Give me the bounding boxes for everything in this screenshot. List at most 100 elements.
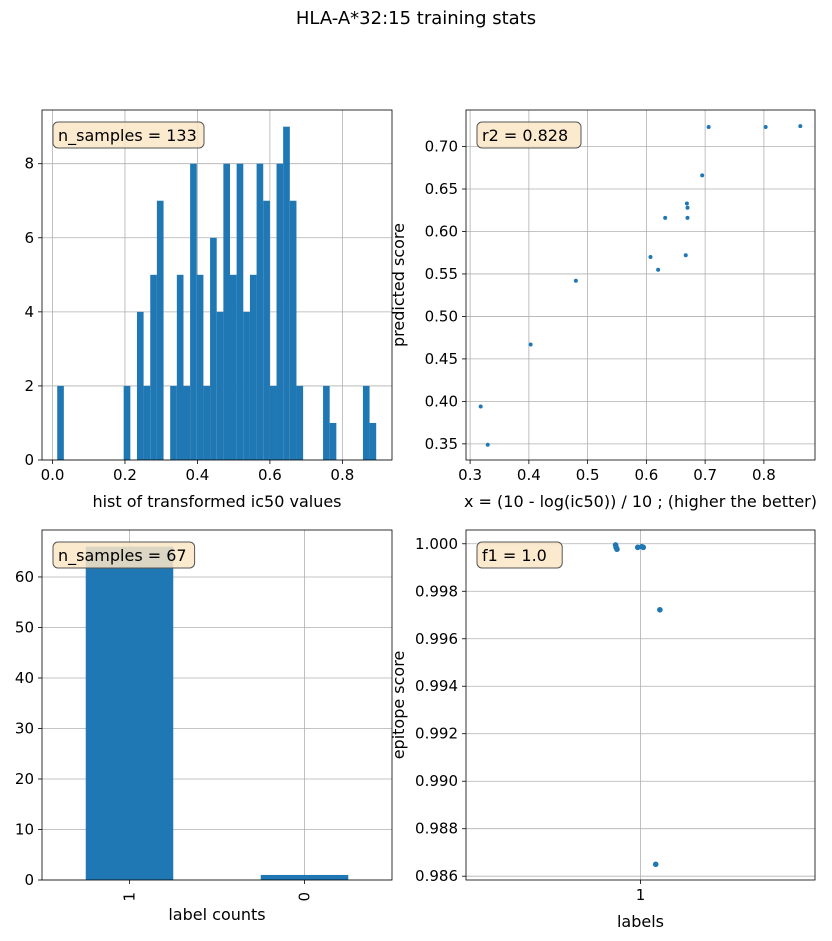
histogram-bar	[57, 385, 64, 460]
annotation-box	[476, 541, 563, 569]
histogram-bar	[210, 237, 217, 460]
x-tick-label: 0.3	[458, 466, 482, 484]
histogram-bar	[249, 274, 257, 460]
histogram-bar	[150, 274, 157, 460]
histogram-bar	[203, 385, 211, 460]
histogram-bar	[176, 274, 184, 460]
histogram-bar	[196, 274, 204, 460]
scatter-point	[573, 278, 578, 283]
x-tick-label: 0.4	[186, 466, 210, 484]
y-tick-label: 0.40	[425, 392, 458, 410]
histogram-bar	[170, 385, 177, 460]
y-tick-label: 40	[15, 669, 34, 687]
histogram-bar	[269, 385, 277, 460]
histogram-bar	[136, 311, 144, 460]
y-tick-label: 0.60	[425, 222, 458, 240]
figure-title: HLA-A*32:15 training stats	[296, 8, 536, 29]
y-tick-label: 0.992	[415, 725, 458, 743]
y-tick-label: 0.45	[425, 350, 458, 368]
histogram-bar	[223, 163, 231, 460]
count-bar	[85, 546, 174, 880]
y-tick-label: 0.55	[425, 265, 458, 283]
axes-frame	[465, 529, 816, 881]
histogram-bar	[296, 385, 304, 460]
scatter-point	[614, 546, 620, 553]
y-tick-label: 10	[15, 820, 34, 838]
axes-frame	[41, 529, 393, 881]
y-tick-label: 0	[24, 451, 34, 469]
regression-scatter-panel: 0.35 0.40 0.45 0.50 0.55 0.60 0.65 0.70 0.3 0.4 0.…	[389, 109, 817, 511]
y-tick-label: 0.996	[415, 630, 458, 648]
y-tick-label: 0.990	[415, 772, 458, 790]
y-tick-label: 4	[24, 303, 34, 321]
y-tick-label: 0	[24, 871, 34, 889]
annotation-text: f1 = 1.0	[482, 546, 547, 565]
y-tick-label: 6	[24, 229, 34, 247]
x-tick-label: 0.6	[634, 466, 658, 484]
x-axis-label: x = (10 - log(ic50)) / 10 ; (higher the …	[464, 492, 817, 511]
histogram-bar	[369, 422, 377, 460]
x-tick-label: 0	[296, 892, 314, 902]
scatter-point	[683, 253, 688, 258]
y-tick-label: 0.65	[425, 180, 458, 198]
x-tick-label: 0.0	[41, 466, 65, 484]
histogram-bar	[123, 385, 131, 460]
y-axis-label: predicted score	[389, 223, 408, 347]
annotation-box	[476, 121, 582, 149]
epitope-score-panel: 0.986 0.988 0.990 0.992 0.994 0.996 0.998 1.000…	[389, 529, 816, 931]
scatter-point	[478, 404, 483, 409]
scatter-point	[485, 442, 490, 447]
scatter-point	[685, 215, 690, 220]
histogram-bar	[329, 422, 337, 460]
histogram-bar	[183, 385, 191, 460]
axes-frame	[41, 109, 393, 461]
y-tick-label: 2	[24, 377, 34, 395]
annotation-box	[52, 121, 205, 149]
scatter-point	[648, 254, 653, 259]
y-tick-label: 0.35	[425, 435, 458, 453]
histogram-bar	[236, 163, 244, 460]
scatter-point	[798, 124, 803, 129]
count-bar	[260, 874, 349, 880]
histogram-bar	[256, 163, 264, 460]
x-axis-label: label counts	[168, 905, 265, 924]
histogram-bar	[243, 311, 250, 460]
histogram-bar	[276, 163, 284, 460]
scatter-point	[634, 544, 641, 551]
annotation-text: r2 = 0.828	[482, 126, 568, 145]
x-tick-label: 0.8	[330, 466, 354, 484]
y-tick-label: 8	[24, 155, 34, 173]
x-axis-label: hist of transformed ic50 values	[92, 492, 341, 511]
scatter-point	[652, 861, 659, 868]
histogram-bar	[283, 126, 290, 461]
histogram-bar	[263, 200, 270, 461]
histogram-bar	[289, 200, 297, 461]
x-tick-label: 1	[636, 886, 646, 904]
y-tick-label: 30	[15, 719, 34, 737]
scatter-point	[657, 606, 663, 613]
histogram-bar	[143, 385, 151, 460]
scatter-point	[706, 124, 711, 129]
histogram-bar	[362, 385, 370, 460]
annotation-box	[52, 541, 196, 569]
histogram-panel: 0 2 4 6 8 0.0 0.2 0.4 0.6 0.8 n_samples = 133 hist …	[24, 109, 393, 511]
x-tick-label: 0.6	[258, 466, 282, 484]
x-tick-label: 0.4	[517, 466, 541, 484]
x-tick-label: 0.2	[113, 466, 137, 484]
y-axis-label: epitope score	[389, 651, 408, 760]
axes-frame	[465, 109, 816, 461]
x-tick-label: 0.5	[576, 466, 600, 484]
x-tick-label: 0.7	[693, 466, 717, 484]
scatter-point	[763, 124, 768, 129]
annotation-text: n_samples = 67	[58, 546, 187, 566]
scatter-point	[684, 201, 689, 206]
scatter-point	[685, 205, 690, 210]
scatter-point	[700, 173, 705, 178]
histogram-bar	[216, 311, 224, 460]
y-tick-label: 0.994	[415, 677, 458, 695]
histogram-bar	[156, 200, 164, 461]
x-tick-label: 0.8	[752, 466, 776, 484]
histogram-bar	[190, 163, 197, 460]
